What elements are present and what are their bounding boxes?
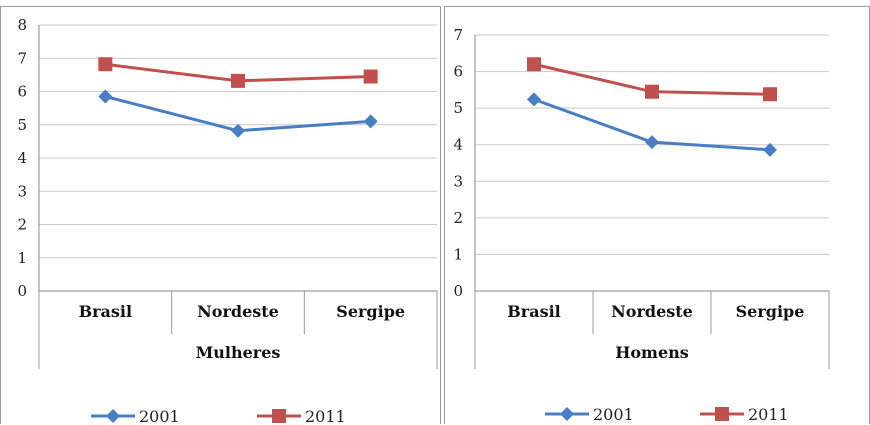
y-tick-label: 6 bbox=[453, 63, 463, 81]
y-tick-label: 7 bbox=[17, 49, 27, 67]
y-tick-label: 4 bbox=[17, 149, 27, 167]
data-point-2001 bbox=[527, 92, 541, 107]
y-tick-label: 1 bbox=[453, 245, 463, 263]
y-tick-label: 6 bbox=[17, 83, 27, 101]
category-label: Brasil bbox=[507, 302, 560, 321]
data-point-2011 bbox=[231, 73, 245, 88]
category-label: Sergipe bbox=[336, 302, 405, 321]
category-label: Nordeste bbox=[197, 302, 279, 321]
chart-panel-mulheres: 0 1 2 3 4 5 6 7 8 Brasil Nordeste Sergipe Mulheres 20… bbox=[0, 6, 441, 425]
legend-marker-2011 bbox=[715, 407, 729, 421]
y-tick-label: 2 bbox=[17, 216, 27, 234]
y-tick-label: 7 bbox=[453, 26, 463, 44]
legend-label-2011: 2011 bbox=[748, 405, 789, 424]
data-point-2001 bbox=[98, 89, 113, 104]
data-point-2011 bbox=[763, 87, 777, 102]
y-tick-label: 5 bbox=[17, 116, 27, 134]
chart-mulheres: 0 1 2 3 4 5 6 7 8 Brasil Nordeste Sergipe Mulheres 20… bbox=[17, 16, 438, 425]
data-point-2001 bbox=[363, 114, 378, 129]
legend-marker-2001 bbox=[106, 409, 120, 423]
y-tick-label: 1 bbox=[17, 249, 27, 267]
category-label: Sergipe bbox=[736, 302, 805, 321]
data-point-2011 bbox=[363, 69, 378, 84]
data-point-2001 bbox=[231, 123, 245, 138]
data-point-2011 bbox=[98, 57, 113, 72]
y-tick-label: 0 bbox=[453, 282, 463, 300]
data-point-2011 bbox=[527, 57, 541, 72]
group-label: Mulheres bbox=[196, 343, 281, 362]
y-tick-label: 0 bbox=[17, 282, 27, 300]
legend-marker-2001 bbox=[560, 407, 574, 421]
legend-label-2011: 2011 bbox=[305, 407, 346, 425]
y-tick-label: 2 bbox=[453, 209, 463, 227]
data-point-2011 bbox=[645, 84, 659, 99]
chart-panel-homens: 0 1 2 3 4 5 6 7 Brasil Nordeste Sergipe Homens 2001 2… bbox=[444, 6, 870, 424]
chart-homens: 0 1 2 3 4 5 6 7 Brasil Nordeste Sergipe Homens 2001 2… bbox=[453, 26, 830, 424]
y-tick-label: 3 bbox=[17, 182, 27, 200]
data-point-2001 bbox=[645, 135, 659, 150]
y-tick-label: 4 bbox=[453, 136, 463, 154]
legend-label-2001: 2001 bbox=[593, 405, 634, 424]
legend-label-2001: 2001 bbox=[139, 407, 180, 425]
y-tick-label: 8 bbox=[17, 16, 27, 34]
y-tick-label: 5 bbox=[453, 99, 463, 117]
legend-marker-2011 bbox=[272, 409, 286, 423]
y-tick-label: 3 bbox=[453, 172, 463, 190]
category-label: Nordeste bbox=[611, 302, 693, 321]
data-point-2001 bbox=[763, 142, 777, 157]
group-label: Homens bbox=[615, 343, 689, 362]
category-label: Brasil bbox=[79, 302, 132, 321]
